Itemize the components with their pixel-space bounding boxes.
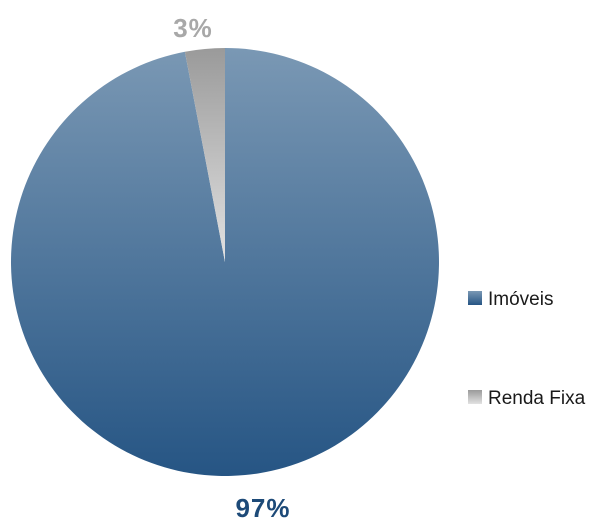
legend-label-renda-fixa: Renda Fixa: [488, 388, 586, 409]
legend-swatch-renda-fixa: [468, 390, 482, 404]
data-label-imoveis: 97%: [235, 493, 290, 521]
data-label-renda-fixa: 3%: [173, 13, 213, 43]
legend: Imóveis Renda Fixa: [468, 289, 586, 409]
legend-label-imoveis: Imóveis: [488, 289, 553, 310]
legend-swatch-imoveis: [468, 291, 482, 305]
pie-slice-imoveis: [10, 48, 439, 476]
pie-slices: [10, 48, 439, 476]
pie-slice-renda-fixa: [184, 48, 225, 262]
